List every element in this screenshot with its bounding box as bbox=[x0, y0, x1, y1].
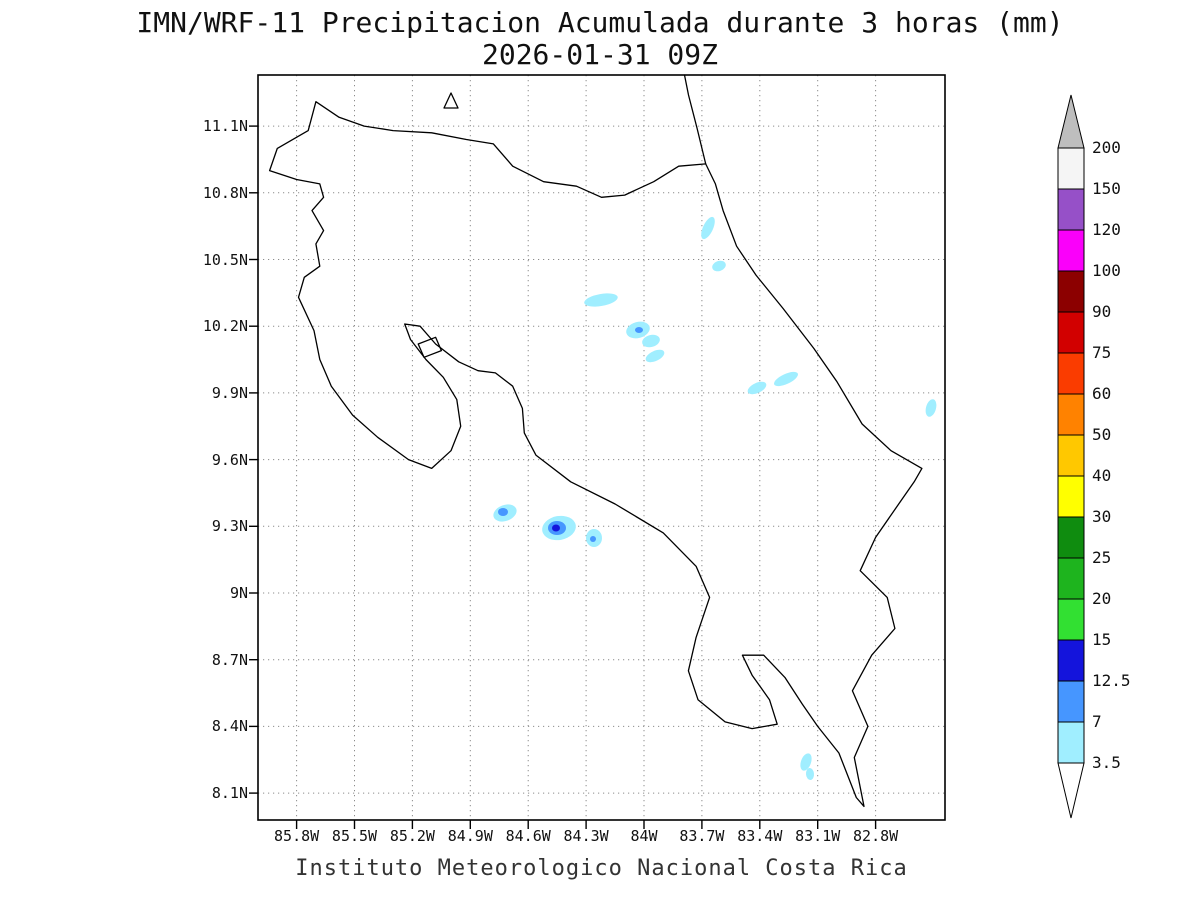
colorbar-tick-label: 40 bbox=[1092, 466, 1112, 485]
precip-patch bbox=[635, 327, 643, 333]
colorbar-segment bbox=[1057, 311, 1085, 354]
colorbar-tick-label: 200 bbox=[1092, 138, 1121, 157]
lon-tick-label: 84.9W bbox=[447, 827, 493, 845]
precip-patch bbox=[712, 260, 726, 272]
colorbar-segment bbox=[1057, 270, 1085, 313]
colorbar-tick-label: 60 bbox=[1092, 384, 1112, 403]
lon-tick-label: 83.7W bbox=[679, 827, 725, 845]
precip-patch bbox=[800, 753, 812, 771]
colorbar-segment bbox=[1057, 680, 1085, 723]
lat-tick-label: 9.3N bbox=[211, 517, 248, 536]
colorbar-segment bbox=[1057, 352, 1085, 395]
precip-patch bbox=[552, 524, 560, 532]
lon-tick-label: 85.5W bbox=[331, 827, 378, 845]
colorbar-tick-label: 75 bbox=[1092, 343, 1112, 362]
colorbar-tick-label: 3.5 bbox=[1092, 753, 1121, 772]
colorbar-tick-label: 25 bbox=[1092, 548, 1112, 567]
lon-tick-label: 83.4W bbox=[737, 827, 783, 845]
coastline-path bbox=[268, 101, 923, 808]
precip-patch bbox=[645, 349, 665, 363]
lon-tick-label: 83.1W bbox=[795, 827, 841, 845]
colorbar-arrow-top bbox=[1057, 94, 1085, 149]
colorbar-segment bbox=[1057, 639, 1085, 682]
precip-patch bbox=[774, 371, 798, 387]
colorbar-tick-label: 100 bbox=[1092, 261, 1121, 280]
lat-tick-label: 9.6N bbox=[211, 450, 248, 469]
lon-tick-label: 84.3W bbox=[563, 827, 609, 845]
lat-tick-label: 8.7N bbox=[211, 650, 248, 669]
lat-tick-label: 10.8N bbox=[202, 183, 248, 202]
lat-tick-label: 10.2N bbox=[202, 317, 248, 336]
colorbar-tick-label: 50 bbox=[1092, 425, 1112, 444]
colorbar-tick-label: 12.5 bbox=[1092, 671, 1131, 690]
axis-ticks bbox=[249, 125, 877, 829]
coastlines bbox=[268, 74, 923, 808]
coastline-path bbox=[443, 92, 459, 109]
colorbar-segment bbox=[1057, 393, 1085, 436]
precip-patch bbox=[925, 399, 937, 417]
colorbar-tick-label: 90 bbox=[1092, 302, 1112, 321]
map-title-line2: 2026-01-31 09Z bbox=[481, 38, 718, 71]
colorbar-tick-label: 15 bbox=[1092, 630, 1112, 649]
colorbar-segment bbox=[1057, 475, 1085, 518]
lat-tick-label: 9N bbox=[229, 584, 248, 602]
coastline-path bbox=[683, 74, 707, 165]
grid-lines bbox=[258, 75, 945, 820]
colorbar-segment bbox=[1057, 557, 1085, 600]
lat-tick-label: 9.9N bbox=[211, 383, 248, 402]
lon-tick-label: 84W bbox=[630, 827, 658, 845]
colorbar bbox=[1057, 94, 1085, 819]
precipitation-patches bbox=[493, 216, 937, 780]
lon-tick-label: 84.6W bbox=[505, 827, 551, 845]
lon-tick-label: 82.8W bbox=[853, 827, 899, 845]
colorbar-segment bbox=[1057, 434, 1085, 477]
precip-patch bbox=[805, 768, 815, 780]
lon-tick-label: 85.2W bbox=[389, 827, 435, 845]
lat-tick-label: 8.4N bbox=[211, 717, 248, 736]
colorbar-tick-label: 20 bbox=[1092, 589, 1112, 608]
colorbar-tick-label: 30 bbox=[1092, 507, 1112, 526]
precip-patch bbox=[498, 508, 508, 516]
colorbar-segment bbox=[1057, 516, 1085, 559]
colorbar-segment bbox=[1057, 229, 1085, 272]
lon-tick-label: 85.8W bbox=[274, 827, 320, 845]
colorbar-segment bbox=[1057, 147, 1085, 190]
footer-text: Instituto Meteorologico Nacional Costa R… bbox=[295, 856, 908, 881]
map-frame bbox=[257, 74, 946, 821]
colorbar-tick-label: 120 bbox=[1092, 220, 1121, 239]
precip-patch bbox=[747, 381, 767, 395]
colorbar-segment bbox=[1057, 598, 1085, 641]
colorbar-tick-label: 150 bbox=[1092, 179, 1121, 198]
colorbar-arrow-bottom bbox=[1057, 762, 1085, 819]
precip-patch bbox=[590, 536, 596, 542]
map-title-line1: IMN/WRF-11 Precipitacion Acumulada duran… bbox=[136, 6, 1064, 39]
precip-patch bbox=[642, 334, 660, 348]
lat-tick-label: 8.1N bbox=[211, 784, 248, 803]
lat-tick-label: 10.5N bbox=[202, 250, 248, 269]
colorbar-tick-label: 7 bbox=[1092, 712, 1102, 731]
precip-patch bbox=[701, 216, 715, 240]
colorbar-segment bbox=[1057, 188, 1085, 231]
colorbar-segment bbox=[1057, 721, 1085, 764]
coastline-path bbox=[417, 336, 443, 358]
lat-tick-label: 11.1N bbox=[202, 117, 248, 136]
precip-patch bbox=[584, 293, 618, 307]
